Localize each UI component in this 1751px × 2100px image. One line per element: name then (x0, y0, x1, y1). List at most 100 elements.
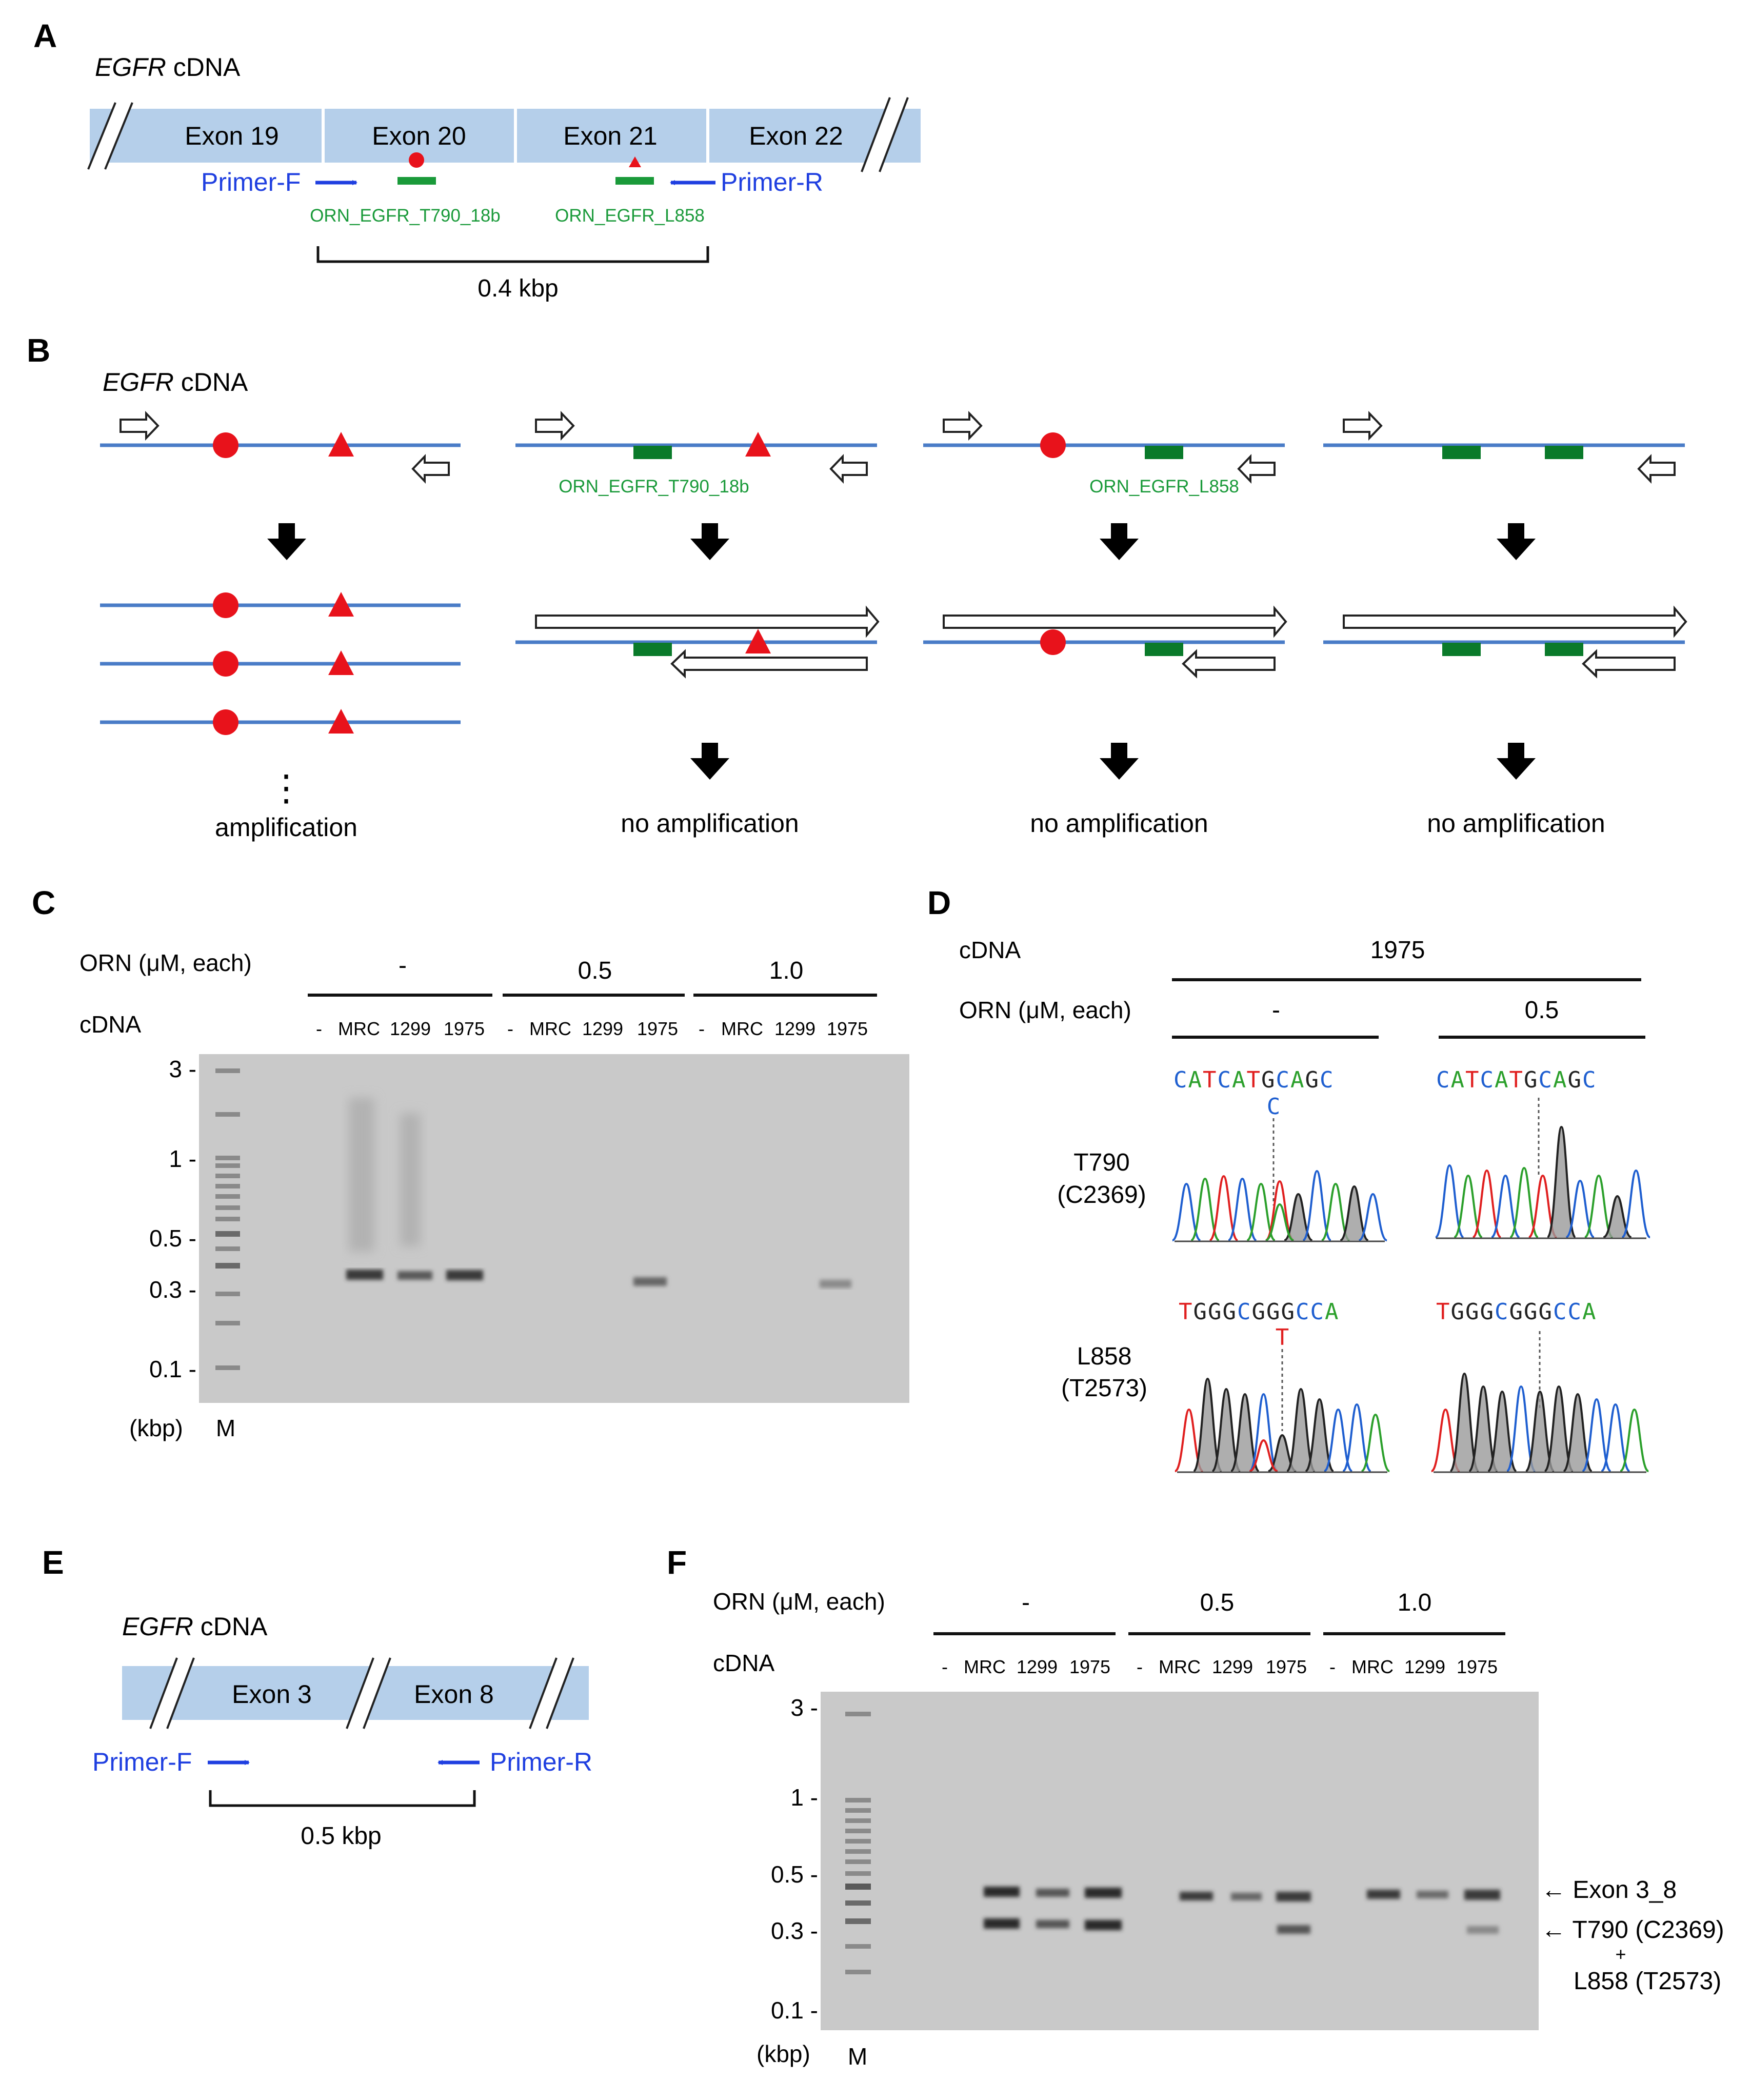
scheme-orn-t790-label: ORN_EGFR_T790_18b (559, 477, 749, 497)
band-exon3-8 (1085, 1888, 1122, 1898)
chromatogram-t790-treated (1435, 1125, 1651, 1238)
svg-text:1299: 1299 (774, 1018, 815, 1039)
chromatogram-peak (1449, 1372, 1480, 1472)
exon-3-label: Exon 3 (232, 1680, 312, 1709)
chromatogram-peak (1468, 1385, 1499, 1472)
marker-ladder (215, 1068, 240, 1370)
amplicon-bracket (316, 246, 709, 263)
band-1299 (397, 1271, 432, 1280)
scheme-orn-t790-template: ORN_EGFR_T790_18b (515, 411, 877, 497)
svg-text:MRC: MRC (529, 1018, 571, 1039)
seq-l858-untreated: TGGGCGGGCCA (1179, 1299, 1340, 1325)
panel-d-letter: D (927, 884, 951, 921)
orn-l858-bar (615, 177, 654, 185)
primer-r-label-e: Primer-R (490, 1748, 592, 1776)
l858-mutation-triangle (629, 156, 641, 167)
chromatogram-peak (1525, 1390, 1555, 1472)
chromatogram-peak (1211, 1388, 1242, 1472)
site-t790-name: T790 (1073, 1149, 1129, 1176)
svg-text:-: - (942, 1656, 948, 1677)
band-1975-orn-0.5 (633, 1277, 667, 1286)
panel-b-letter: B (27, 332, 50, 369)
svg-text:1975: 1975 (1069, 1656, 1110, 1677)
ladder-labels-f: 3 - 1 - 0.5 - 0.3 - 0.1 - (771, 1694, 818, 2024)
band-label-exon3-8: ← Exon 3_8 (1541, 1876, 1677, 1904)
chromatogram-peak (1490, 1174, 1520, 1238)
blocked-extension-both (1323, 605, 1687, 679)
band-exon3-8 (1417, 1891, 1448, 1898)
svg-text:MRC: MRC (338, 1018, 380, 1039)
band-mutant (1467, 1926, 1499, 1934)
group-label: 0.5 (578, 957, 612, 984)
svg-text:MRC: MRC (964, 1656, 1006, 1677)
chromatogram-peak (1321, 1182, 1350, 1241)
scheme-orn-l858-label: ORN_EGFR_L858 (1089, 477, 1239, 497)
break-mark-left (87, 102, 133, 170)
band-mrc (346, 1270, 383, 1280)
sequencing-orn-label: ORN (μM, each) (959, 997, 1131, 1023)
primer-r-label: Primer-R (721, 168, 823, 196)
svg-text:-: - (507, 1018, 513, 1039)
panel-f: F ORN (μM, each) cDNA - 0.5 1.0 - MRC 12… (667, 1544, 1724, 2070)
orn-t790-bar (397, 177, 436, 185)
down-arrow-icon (690, 523, 729, 560)
break-mark (346, 1657, 391, 1729)
amplicon-size-e: 0.5 kbp (301, 1822, 381, 1850)
svg-text:1299: 1299 (1212, 1656, 1253, 1677)
seq-t790-treated: CATCATGCAGC (1436, 1067, 1597, 1093)
chromatogram-peak (1506, 1385, 1537, 1472)
svg-text:MRC: MRC (1351, 1656, 1394, 1677)
exon-bar (90, 109, 921, 163)
chromatogram-peak (1286, 1388, 1316, 1472)
chromatogram-l858-untreated (1174, 1377, 1390, 1472)
exon-8-label: Exon 8 (414, 1680, 494, 1709)
blocked-extension-t790 (515, 605, 880, 679)
band-exon3-8 (1180, 1892, 1213, 1900)
band-label-l858: L858 (T2573) (1574, 1968, 1721, 1995)
orn-t790-label: ORN_EGFR_T790_18b (310, 206, 501, 226)
panel-e-title: EGFR cDNA (122, 1612, 268, 1641)
group-label: 1.0 (769, 957, 804, 984)
chromatogram-peak (1619, 1408, 1649, 1472)
ladder-labels: 3 - 1 - 0.5 - 0.3 - 0.1 - (149, 1056, 196, 1382)
svg-text:0.3 -: 0.3 - (771, 1917, 818, 1944)
sequencing-cdna-value: 1975 (1370, 937, 1425, 964)
chromatogram-peak (1621, 1169, 1651, 1238)
primer-f-label: Primer-F (201, 168, 301, 196)
seq-t790-untreated: CATCATGCAGC (1173, 1067, 1335, 1093)
chromatogram-peak (1323, 1408, 1353, 1472)
band-exon3-8 (1367, 1890, 1400, 1899)
chromatogram-peak (1454, 1174, 1483, 1238)
condition-label: 0.5 (1525, 997, 1559, 1024)
exon-19-label: Exon 19 (185, 122, 278, 150)
break-mark (149, 1657, 195, 1729)
chromatogram-peak (1209, 1175, 1239, 1241)
amplified-products: ⋮ (100, 592, 461, 808)
panel-f-letter: F (667, 1544, 687, 1581)
svg-text:3 -: 3 - (169, 1056, 196, 1082)
pcr-bands-f (984, 1887, 1500, 1934)
scheme-orn-l858-template: ORN_EGFR_L858 (923, 411, 1285, 497)
panel-a: A EGFR cDNA Exon 19 Exon 20 Exon 21 Exon… (33, 17, 921, 302)
chromatogram-peak (1265, 1180, 1295, 1241)
svg-text:1975: 1975 (637, 1018, 678, 1039)
panel-c-letter: C (32, 884, 55, 921)
unit-label: (kbp) (129, 1415, 183, 1441)
panel-c: C ORN (μM, each) cDNA - 0.5 1.0 - MRC 12… (32, 884, 909, 1441)
smear (349, 1098, 421, 1252)
svg-text:1 -: 1 - (169, 1145, 196, 1172)
panel-e-letter: E (42, 1544, 64, 1581)
group-label: 1.0 (1398, 1589, 1432, 1616)
band-exon3-8 (1464, 1890, 1500, 1900)
down-arrow-icon (267, 523, 306, 560)
chromatogram-peak (1601, 1403, 1630, 1472)
seq-l858-alt-base: T (1276, 1324, 1289, 1351)
down-arrow-icon (1100, 523, 1139, 560)
chromatogram-peak (1472, 1169, 1502, 1238)
site-l858-position: (T2573) (1061, 1375, 1147, 1402)
band-exon3-8 (1036, 1889, 1069, 1897)
outcome-no-amplification-t790: no amplification (621, 809, 799, 838)
seq-l858-treated: TGGGCGGGCCA (1436, 1299, 1597, 1325)
down-arrow-icon (690, 743, 729, 780)
chromatogram-peak (1565, 1179, 1595, 1238)
